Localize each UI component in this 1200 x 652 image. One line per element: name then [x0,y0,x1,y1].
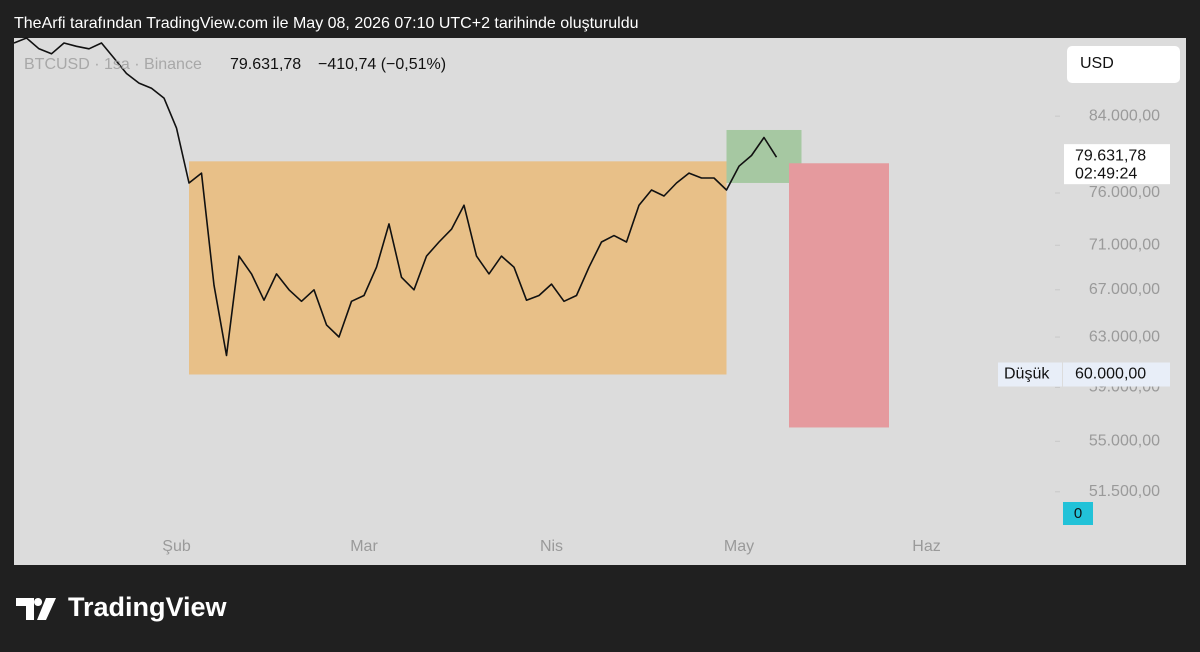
currency-button[interactable] [1067,46,1180,83]
y-tick-label: 67.000,00 [1089,281,1160,298]
symbol: BTCUSD · 1sa · Binance [24,56,202,73]
last-price-label: 79.631,78 [1075,147,1146,164]
low-name: Düşük [1004,366,1050,383]
y-tick-label: 84.000,00 [1089,107,1160,124]
volume-label: 0 [1074,505,1082,522]
y-tick-label: 51.500,00 [1089,483,1160,500]
low-label: 60.000,00 [1075,366,1146,383]
x-tick-label: May [724,538,754,555]
countdown: 02:49:24 [1075,165,1137,182]
low-box [998,362,1062,387]
plot: 84.000,00 76.000,00 71.000,00 67.000,00 63.0… [13,37,1170,555]
x-tick-label: Haz [912,538,940,555]
caption: TheArfi tarafından TradingView.com ile M… [14,15,639,32]
low-value-box [1063,362,1170,387]
brand: TradingView [68,592,228,622]
logo-mark [16,598,56,620]
x-tick-label: Nis [540,538,563,555]
y-tick-label: 71.000,00 [1089,236,1160,253]
header-change: −410,74 (−0,51%) [318,56,446,73]
last-price-box [1064,144,1170,185]
x-tick-label: Mar [350,538,378,555]
volume-box [1063,502,1093,525]
y-tick-label: 63.000,00 [1089,328,1160,345]
x-tick-label: Şub [162,538,191,555]
price-line [13,37,778,357]
zone [189,161,727,375]
y-tick-label: 76.000,00 [1089,184,1160,201]
logo [16,598,56,620]
header-price: 79.631,78 [230,56,301,73]
y-tick-label: 55.000,00 [1089,433,1160,450]
currency[interactable]: USD [1080,55,1114,72]
zone [789,163,889,428]
